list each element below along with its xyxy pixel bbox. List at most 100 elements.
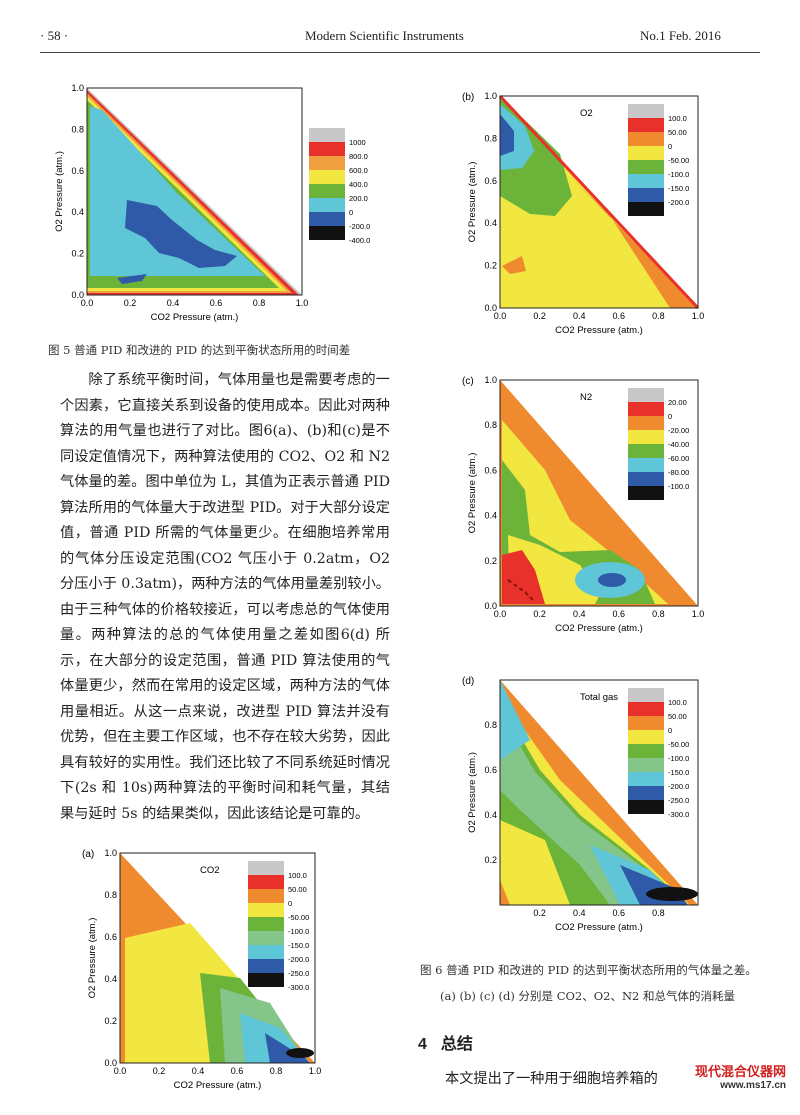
fig6b-xtick: 0.8 bbox=[652, 311, 665, 321]
figure-6d-plot bbox=[499, 679, 699, 906]
fig5-legend-swatch bbox=[309, 212, 345, 226]
fig6b-legend-swatch bbox=[628, 174, 664, 188]
fig6a-legend-swatch bbox=[248, 931, 284, 945]
fig6b-legend-label: 0 bbox=[668, 142, 672, 151]
fig6c-ytick: 0.4 bbox=[484, 511, 497, 521]
fig5-ytick: 0.2 bbox=[71, 249, 84, 259]
fig6b-legend-swatch bbox=[628, 118, 664, 132]
fig6c-legend-swatch bbox=[628, 430, 664, 444]
fig5-xtick: 0.0 bbox=[81, 298, 94, 308]
fig6c-xtick: 0.6 bbox=[613, 609, 626, 619]
fig6d-legend-swatch bbox=[628, 688, 664, 702]
fig5-legend-label: 0 bbox=[349, 208, 353, 217]
fig6b-gas-label: O2 bbox=[580, 108, 593, 119]
fig6c-legend-swatch bbox=[628, 402, 664, 416]
fig6a-legend-swatch bbox=[248, 861, 284, 875]
fig6a-legend-label: -150.0 bbox=[288, 941, 309, 950]
fig6d-panel: (d) bbox=[462, 676, 474, 687]
fig5-ytick: 0.4 bbox=[71, 207, 84, 217]
fig6d-legend-swatch bbox=[628, 800, 664, 814]
fig6b-xtick: 0.6 bbox=[613, 311, 626, 321]
figure-6-caption-line2: (a) (b) (c) (d) 分别是 CO2、O2、N2 和总气体的消耗量 bbox=[440, 989, 736, 1003]
fig5-xtick: 1.0 bbox=[296, 298, 309, 308]
fig6a-legend-swatch bbox=[248, 889, 284, 903]
fig6c-legend-swatch bbox=[628, 486, 664, 500]
fig6a-panel: (a) bbox=[82, 849, 94, 860]
fig5-ytick: 0.8 bbox=[71, 124, 84, 134]
fig6c-legend-label: 20.00 bbox=[668, 398, 687, 407]
fig6c-ylabel: O2 Pressure (atm.) bbox=[467, 453, 478, 534]
fig6d-legend-label: -300.0 bbox=[668, 810, 689, 819]
fig6d-legend-swatch bbox=[628, 730, 664, 744]
fig6c-xtick: 0.4 bbox=[573, 609, 586, 619]
fig6a-xtick: 0.8 bbox=[270, 1066, 283, 1076]
fig6b-legend-swatch bbox=[628, 146, 664, 160]
watermark-logo: 现代混合仪器网 www.ms17.cn bbox=[694, 1064, 786, 1091]
fig6d-xtick: 0.8 bbox=[652, 908, 665, 918]
fig6a-ytick: 1.0 bbox=[104, 848, 117, 858]
fig5-legend-label: 1000 bbox=[349, 138, 366, 147]
fig6a-ytick: 0.4 bbox=[104, 974, 117, 984]
header-rule bbox=[40, 52, 760, 53]
fig6d-legend-swatch bbox=[628, 744, 664, 758]
fig6b-xlabel: CO2 Pressure (atm.) bbox=[555, 325, 643, 336]
fig6b-panel: (b) bbox=[462, 92, 474, 103]
fig6c-legend-swatch bbox=[628, 416, 664, 430]
fig6d-legend-label: -200.0 bbox=[668, 782, 689, 791]
fig6b-legend-label: -50.00 bbox=[668, 156, 689, 165]
figure-5-caption: 图 5 普通 PID 和改进的 PID 的达到平衡状态所用的时间差 bbox=[48, 343, 351, 357]
fig6d-xtick: 0.6 bbox=[613, 908, 626, 918]
body-paragraph: 除了系统平衡时间，气体用量也是需要考虑的一个因素，它直接关系到设备的使用成本。因… bbox=[60, 372, 390, 822]
fig5-ytick: 0.6 bbox=[71, 166, 84, 176]
fig6b-legend-swatch bbox=[628, 188, 664, 202]
fig6a-legend-label: 100.0 bbox=[288, 871, 307, 880]
fig5-xtick: 0.2 bbox=[124, 298, 137, 308]
fig6c-ytick: 1.0 bbox=[484, 375, 497, 385]
fig6d-legend-label: -150.0 bbox=[668, 768, 689, 777]
fig6c-legend-swatch bbox=[628, 388, 664, 402]
fig6d-legend-label: 0 bbox=[668, 726, 672, 735]
fig6a-ytick: 0.2 bbox=[104, 1016, 117, 1026]
fig5-legend-swatch bbox=[309, 198, 345, 212]
fig6c-xtick: 0.8 bbox=[652, 609, 665, 619]
page-number: · 58 · bbox=[40, 28, 69, 43]
fig6a-legend-swatch bbox=[248, 959, 284, 973]
fig6c-ytick: 0.8 bbox=[484, 420, 497, 430]
fig6d-legend-swatch bbox=[628, 702, 664, 716]
fig6a-legend-swatch bbox=[248, 875, 284, 889]
fig5-ytick: 0.0 bbox=[71, 290, 84, 300]
fig6d-legend-swatch bbox=[628, 758, 664, 772]
fig6c-panel: (c) bbox=[462, 376, 474, 387]
fig5-legend-label: 200.0 bbox=[349, 194, 368, 203]
fig6d-ylabel: O2 Pressure (atm.) bbox=[467, 752, 478, 833]
fig6c-gas-label: N2 bbox=[580, 392, 592, 403]
fig5-xtick: 0.4 bbox=[167, 298, 180, 308]
fig6c-xtick: 0.0 bbox=[494, 609, 507, 619]
fig5-legend-swatch bbox=[309, 128, 345, 142]
figure-5-plot bbox=[86, 87, 303, 296]
fig6d-ytick: 0.8 bbox=[484, 720, 497, 730]
fig5-legend-swatch bbox=[309, 156, 345, 170]
fig6d-legend-label: -100.0 bbox=[668, 754, 689, 763]
fig5-legend-swatch bbox=[309, 184, 345, 198]
fig6a-legend-label: 0 bbox=[288, 899, 292, 908]
fig5-legend-swatch bbox=[309, 170, 345, 184]
fig6a-legend-label: -300.0 bbox=[288, 983, 309, 992]
fig6c-legend-label: 0 bbox=[668, 412, 672, 421]
fig6b-ytick: 0.2 bbox=[484, 261, 497, 271]
fig6a-xtick: 0.0 bbox=[114, 1066, 127, 1076]
fig6b-xtick: 0.2 bbox=[533, 311, 546, 321]
fig5-xtick: 0.8 bbox=[253, 298, 266, 308]
fig6a-legend-label: 50.00 bbox=[288, 885, 307, 894]
fig6b-ylabel: O2 Pressure (atm.) bbox=[467, 162, 478, 243]
fig6a-xtick: 0.4 bbox=[192, 1066, 205, 1076]
fig6c-ytick: 0.0 bbox=[484, 601, 497, 611]
fig5-legend-swatch bbox=[309, 142, 345, 156]
fig6a-xtick: 1.0 bbox=[309, 1066, 322, 1076]
fig6d-ytick: 0.4 bbox=[484, 810, 497, 820]
fig6c-legend-label: -60.00 bbox=[668, 454, 689, 463]
fig6d-legend-label: 100.0 bbox=[668, 698, 687, 707]
fig5-legend-label: -200.0 bbox=[349, 222, 370, 231]
fig6d-xtick: 0.4 bbox=[573, 908, 586, 918]
fig5-legend-label: 400.0 bbox=[349, 180, 368, 189]
